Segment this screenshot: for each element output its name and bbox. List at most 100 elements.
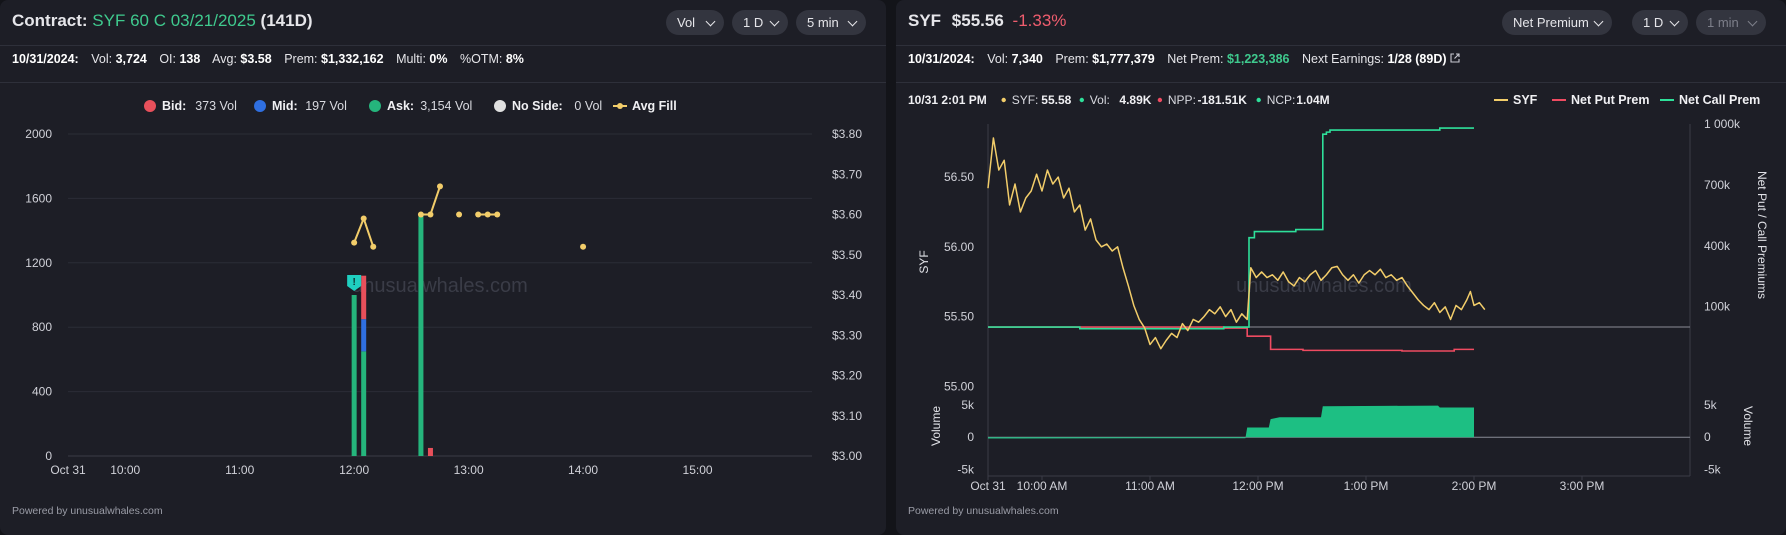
ticker-change: -1.33% [1012, 11, 1067, 30]
contract-title-label: Contract: [12, 11, 88, 30]
legend-label: Net Put Prem [1571, 93, 1650, 107]
y-left-tick: 2000 [25, 127, 52, 141]
x-tick: 10:00 AM [1017, 479, 1068, 493]
legend-key: Avg Fill [632, 99, 677, 113]
prem-label: Prem: [284, 52, 318, 66]
ticker-price: $55.56 [951, 11, 1004, 30]
avg-fill-point [370, 243, 377, 250]
contract-days: (141D) [260, 11, 313, 30]
net-put-prem-line [988, 326, 1474, 352]
earnings-value: 1/28 (89D) [1387, 52, 1447, 66]
y-right-tick: $3.40 [832, 288, 862, 302]
legend-swatch [254, 100, 266, 112]
y-left-tick: 55.00 [944, 379, 974, 393]
ask-bar [418, 212, 424, 456]
info-npp: -181.51K [1198, 93, 1248, 107]
multi-label: Multi: [396, 52, 426, 66]
prem-value: $1,777,379 [1092, 52, 1155, 66]
premium-chart: unusualwhales.com 10/31 2:01 PM SYF: 55.58… [908, 93, 1769, 493]
info-separator-dot [1256, 97, 1261, 103]
info-vol-label: Vol: [1090, 93, 1110, 107]
legend-swatch [494, 100, 506, 112]
vol-label: Vol: [91, 52, 113, 66]
info-npp-label: NPP: [1168, 93, 1196, 107]
contract-title: Contract: SYF 60 C 03/21/2025 (141D) [12, 11, 313, 31]
y-left-tick: 1200 [25, 256, 52, 270]
ticker-stats-bar: 10/31/2024: Vol: 7,340 Prem: $1,777,379 … [908, 52, 1469, 78]
volume-area [988, 405, 1474, 439]
y-right-tick: 400k [1704, 239, 1731, 253]
avg-fill-point [494, 211, 501, 218]
avg-fill-point [360, 215, 367, 222]
y-left-tick: 400 [32, 385, 52, 399]
legend-label: Net Call Prem [1679, 93, 1760, 107]
contract-volume-panel: Contract: SYF 60 C 03/21/2025 (141D) Vol… [0, 0, 886, 535]
premium-type-select[interactable]: Net Premium [1502, 10, 1612, 35]
y-right-tick: $3.50 [832, 248, 862, 262]
vol-value: 3,724 [115, 52, 147, 66]
otm-label: %OTM: [459, 52, 503, 66]
interval-select[interactable]: 5 min [796, 10, 866, 35]
prem-value: $1,332,162 [321, 52, 384, 66]
info-vol: 4.89K [1119, 93, 1151, 107]
avg-fill-point [437, 183, 443, 190]
ask-bar [361, 351, 367, 456]
avg-value: $3.58 [240, 52, 272, 66]
footer-credit[interactable]: Powered by unusualwhales.com [12, 505, 163, 517]
x-tick: 1:00 PM [1344, 479, 1389, 493]
y-right-tick: $3.70 [832, 167, 862, 181]
net-call-prem-line [988, 127, 1474, 330]
volume-tick-right: -5k [1704, 463, 1722, 477]
volume-axis-title-left: Volume [929, 406, 943, 446]
info-syf: 55.58 [1041, 93, 1071, 107]
ticker-title: SYF $55.56 -1.33% [908, 11, 1066, 31]
y-right-tick: $3.80 [832, 127, 862, 141]
interval-select-label: 5 min [807, 15, 839, 30]
y-left-tick: 56.00 [944, 240, 974, 254]
footer-credit[interactable]: Powered by unusualwhales.com [908, 505, 1059, 517]
avg-fill-line [420, 186, 441, 216]
premium-panel-header: SYF $55.56 -1.33% Net Premium 1 D 1 min [896, 0, 1786, 46]
metric-select[interactable]: Vol [666, 10, 724, 35]
x-tick: 11:00 AM [1125, 479, 1175, 493]
y-left-tick: 800 [32, 320, 52, 334]
y-left-tick: 0 [45, 449, 52, 463]
y-right-tick: $3.30 [832, 328, 862, 342]
mid-bar [361, 319, 367, 352]
y-right-tick: $3.10 [832, 409, 862, 423]
y-left-tick: 56.50 [944, 170, 974, 184]
prem-label: Prem: [1055, 52, 1089, 66]
info-time: 10/31 2:01 PM [908, 93, 987, 107]
interval-select[interactable]: 1 min [1696, 10, 1766, 35]
legend-value: 373 Vol [195, 99, 237, 113]
legend-swatch-dot [617, 103, 623, 109]
info-syf-label: SYF: [1012, 93, 1039, 107]
y-right-tick: 700k [1704, 178, 1731, 192]
y-right-tick: 1 000k [1704, 117, 1741, 131]
x-tick: 14:00 [568, 463, 598, 477]
stats-date: 10/31/2024: [908, 52, 975, 66]
bid-bar [361, 275, 367, 320]
avg-fill-point [580, 243, 587, 250]
contract-name[interactable]: SYF 60 C 03/21/2025 [92, 11, 256, 30]
avg-label: Avg: [212, 52, 237, 66]
external-link-icon[interactable] [1450, 53, 1460, 63]
bid-bar [427, 447, 433, 456]
range-select-label: 1 D [743, 15, 764, 30]
avg-fill-point [417, 211, 424, 218]
contract-stats-bar: 10/31/2024: Vol: 3,724 OI: 138 Avg: $3.5… [12, 52, 533, 78]
watermark: unusualwhales.com [1236, 275, 1412, 297]
legend-key: Mid: [272, 99, 298, 113]
range-select[interactable]: 1 D [1632, 10, 1688, 35]
oi-label: OI: [159, 52, 176, 66]
legend-swatch [144, 100, 156, 112]
watermark: unusualwhales.com [352, 275, 528, 297]
y-right-tick: 100k [1704, 300, 1731, 314]
earnings-label: Next Earnings: [1302, 52, 1384, 66]
ask-bar [351, 295, 357, 456]
vol-value: 7,340 [1011, 52, 1043, 66]
x-tick: 2:00 PM [1452, 479, 1497, 493]
y-right-axis-title: Net Put / Call Premiums [1755, 171, 1769, 299]
ticker-symbol[interactable]: SYF [908, 11, 942, 30]
range-select[interactable]: 1 D [732, 10, 788, 35]
